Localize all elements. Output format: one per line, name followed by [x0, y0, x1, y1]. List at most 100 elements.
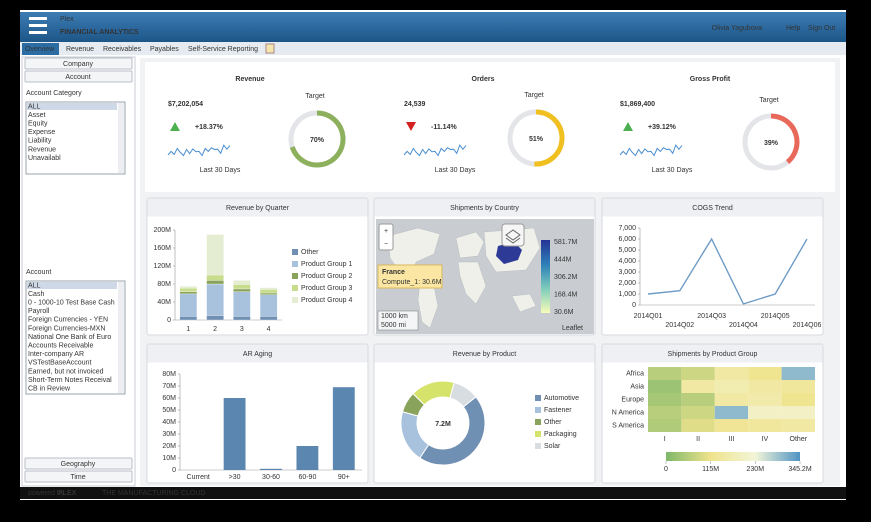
list-item[interactable]: Unavailabl: [28, 155, 61, 162]
list-item[interactable]: Asset: [28, 112, 46, 119]
x-tick-label: 3: [240, 326, 244, 333]
colorbar-label: 230M: [747, 466, 765, 473]
bar-segment: [259, 292, 278, 295]
sidebar-button-label[interactable]: Geography: [61, 461, 96, 468]
sidebar-button-label[interactable]: Account: [65, 74, 90, 81]
list-label: Account Category: [26, 90, 82, 97]
list-item[interactable]: Revenue: [28, 146, 56, 153]
y-tick-label: 5,000: [618, 247, 636, 254]
x-tick-label: 2014Q04: [729, 322, 758, 329]
x-tick-label: 30-60: [262, 474, 280, 481]
list-item[interactable]: Foreign Currencies-MXN: [28, 325, 105, 332]
heat-cell: [714, 367, 749, 380]
list-item[interactable]: CB in Review: [28, 386, 71, 393]
list-item[interactable]: National One Bank of Euro: [28, 334, 111, 341]
sidebar-button[interactable]: [24, 57, 133, 70]
heat-cell: [681, 419, 715, 432]
legend-swatch: [292, 249, 298, 255]
map-land: [455, 231, 485, 259]
bar: [260, 468, 282, 470]
list-item[interactable]: ALL: [28, 282, 41, 289]
bar-segment: [206, 280, 224, 285]
map-colorbar: [541, 240, 550, 313]
scrollbar: [118, 103, 124, 173]
tab[interactable]: Revenue: [66, 46, 94, 53]
list-item[interactable]: Inter-company AR: [28, 351, 84, 358]
list-item[interactable]: VSTestBaseAccount: [28, 360, 91, 367]
heat-cell: [781, 380, 815, 393]
list-item[interactable]: Accounts Receivable: [28, 343, 93, 350]
zoom-out[interactable]: −: [384, 241, 388, 248]
bar-segment: [233, 316, 251, 321]
user-name: Olivia Yagubova: [712, 25, 762, 32]
signout-link[interactable]: Sign Out: [808, 25, 835, 32]
sidebar-button-label[interactable]: Company: [63, 61, 93, 68]
list-item[interactable]: Equity: [28, 121, 48, 128]
tab[interactable]: Payables: [150, 46, 179, 53]
listbox[interactable]: [25, 280, 126, 395]
report-icon[interactable]: [265, 43, 275, 54]
sidebar-button-label[interactable]: Time: [70, 474, 85, 481]
legend-label: Packaging: [544, 431, 577, 438]
zoom-in[interactable]: +: [384, 228, 388, 235]
zoom-control[interactable]: [378, 223, 394, 251]
row-label: Asia: [630, 383, 644, 390]
map-attribution[interactable]: Leaflet: [562, 325, 583, 332]
bar: [223, 398, 246, 470]
list-item[interactable]: Earned, but not invoiced: [28, 368, 104, 375]
heat-cell: [681, 367, 715, 380]
y-tick-label: 70M: [162, 383, 176, 390]
legend-label: Product Group 1: [301, 261, 352, 268]
gauge-label: 70%: [310, 137, 325, 144]
sidebar-button[interactable]: [24, 457, 133, 470]
sparkline: [167, 144, 231, 157]
legend-label: Product Group 2: [301, 273, 352, 280]
y-tick-label: 40M: [162, 419, 176, 426]
tab[interactable]: Self-Service Reporting: [188, 46, 258, 53]
help-link[interactable]: Help: [786, 25, 801, 32]
heat-cell: [648, 380, 682, 393]
bar-segment: [206, 315, 224, 321]
list-item[interactable]: 0 - 1000-10 Test Base Cash: [28, 300, 115, 307]
trend-arrow: [406, 122, 416, 131]
bar-segment: [179, 286, 198, 289]
sidebar-button[interactable]: [24, 470, 133, 483]
x-tick-label: 2014Q03: [697, 313, 726, 320]
colorbar-label: 168.4M: [554, 291, 578, 298]
bar-segment: [179, 316, 198, 321]
legend-swatch: [292, 285, 298, 291]
tooltip-title: France: [382, 269, 405, 276]
panel-title: Revenue by Product: [453, 351, 516, 358]
list-item[interactable]: Foreign Currencies - YEN: [28, 317, 108, 324]
x-tick-label: 2014Q06: [793, 322, 822, 329]
gauge-arc: [289, 110, 346, 168]
list-item[interactable]: Expense: [28, 129, 55, 136]
tab[interactable]: Overview: [25, 46, 55, 53]
list-item[interactable]: Short-Term Notes Receival: [28, 377, 112, 384]
list-item[interactable]: ALL: [28, 103, 41, 110]
colorbar-label: 306.2M: [554, 274, 578, 281]
brand: Plex: [60, 16, 74, 23]
scale-mi: 5000 mi: [381, 322, 406, 329]
list-item[interactable]: Payroll: [28, 308, 50, 315]
heat-cell: [714, 406, 749, 419]
footer-bar: [20, 487, 846, 499]
listbox[interactable]: [25, 101, 126, 175]
sidebar-button[interactable]: [24, 70, 133, 83]
menu-icon[interactable]: [29, 17, 47, 34]
legend-label: Product Group 3: [301, 285, 352, 292]
footer-powered: powered by: [28, 490, 65, 497]
tab[interactable]: Receivables: [103, 46, 142, 53]
kpi-period: Last 30 Days: [200, 167, 241, 174]
list-item[interactable]: Liability: [28, 138, 52, 145]
column-label: Other: [790, 436, 808, 443]
y-tick-label: 0: [172, 467, 176, 474]
list-item[interactable]: Cash: [28, 291, 44, 298]
kpi-value: $7,202,054: [168, 101, 203, 108]
map-land: [511, 293, 537, 313]
panel: [146, 197, 369, 336]
y-tick-label: 2,000: [618, 280, 636, 287]
kpi-value: $1,869,400: [620, 101, 655, 108]
scale-km: 1000 km: [381, 313, 408, 320]
layers-control[interactable]: [501, 223, 525, 247]
